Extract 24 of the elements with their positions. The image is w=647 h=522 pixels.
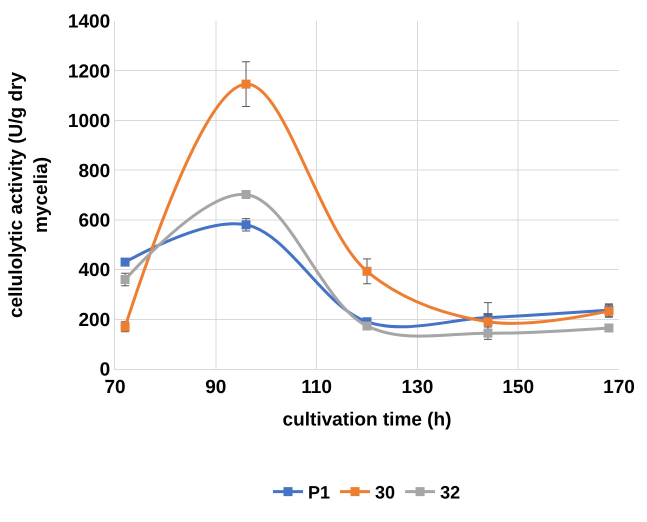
point xyxy=(604,323,614,332)
point xyxy=(242,190,251,199)
y-tick-label: 1400 xyxy=(68,12,110,33)
y-tick-label: 200 xyxy=(78,310,110,331)
x-tick-label: 170 xyxy=(603,376,635,398)
x-tick-label: 130 xyxy=(402,376,434,398)
point xyxy=(120,258,130,267)
y-tick-label: 400 xyxy=(78,260,110,282)
legend-label: 30 xyxy=(375,482,396,503)
legend-label: 32 xyxy=(440,482,460,503)
point xyxy=(362,266,372,276)
y-tick-label: 1000 xyxy=(68,111,110,132)
point xyxy=(483,317,492,326)
y-tick-label: 1200 xyxy=(68,61,110,82)
x-tick-label: 90 xyxy=(205,376,226,398)
x-tick-label: 110 xyxy=(301,376,332,398)
x-axis-title: cultivation time (h) xyxy=(282,410,452,431)
x-tick-label: 150 xyxy=(502,376,534,398)
legend-label: P1 xyxy=(308,482,330,503)
y-tick-label: 600 xyxy=(78,210,110,232)
point xyxy=(362,322,372,330)
y-axis-title: cellulolytic activity (U/g dry mycelia) xyxy=(6,72,52,318)
point xyxy=(242,80,251,89)
y-tick-label: 800 xyxy=(78,160,110,182)
